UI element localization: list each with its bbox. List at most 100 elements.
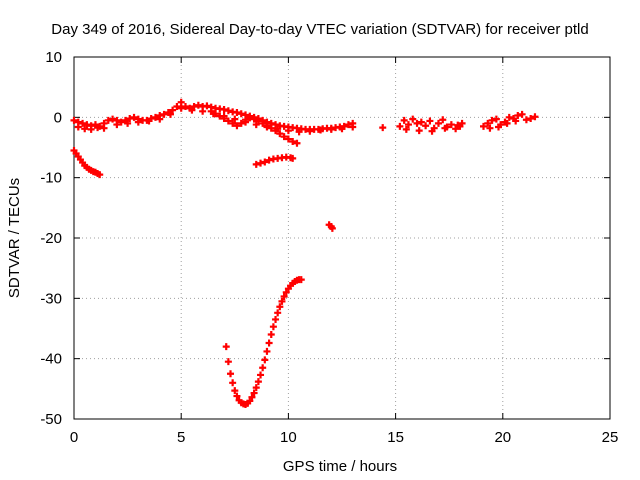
data-point	[484, 119, 492, 127]
data-point	[220, 115, 228, 123]
data-point	[134, 118, 142, 126]
data-point	[267, 124, 275, 132]
data-point	[263, 122, 271, 130]
data-series	[207, 107, 301, 147]
data-point	[280, 133, 288, 141]
data-point	[222, 343, 230, 351]
data-point	[492, 115, 500, 123]
data-point	[426, 117, 434, 125]
data-point	[233, 109, 241, 117]
data-point	[415, 127, 423, 135]
data-point	[252, 384, 260, 392]
data-point	[224, 117, 232, 125]
data-point	[495, 123, 503, 131]
data-point	[328, 224, 336, 232]
data-point	[441, 124, 449, 132]
data-point	[100, 124, 108, 132]
data-point	[428, 127, 436, 135]
data-point	[246, 397, 254, 405]
y-tick-label: 0	[54, 109, 62, 126]
data-point	[447, 121, 455, 129]
data-point	[194, 101, 202, 109]
data-point	[280, 293, 288, 301]
data-point	[265, 156, 273, 164]
data-point	[96, 171, 104, 179]
data-point	[257, 159, 265, 167]
data-point	[188, 106, 196, 114]
data-point	[252, 160, 260, 168]
data-series	[74, 104, 357, 136]
data-point	[522, 116, 530, 124]
y-tick-label: -40	[40, 351, 62, 368]
chart-title: Day 349 of 2016, Sidereal Day-to-day VTE…	[51, 21, 588, 38]
data-point	[396, 122, 404, 130]
data-series	[396, 115, 466, 135]
data-point	[227, 370, 235, 378]
data-point	[117, 118, 125, 126]
data-point	[422, 122, 430, 130]
data-point	[177, 104, 185, 112]
data-point	[254, 117, 262, 125]
data-point	[327, 125, 335, 133]
data-point	[220, 105, 228, 113]
data-point	[289, 137, 297, 145]
grid	[74, 57, 610, 419]
data-point	[248, 393, 256, 401]
data-series	[222, 276, 305, 409]
data-point	[413, 119, 421, 127]
x-tick-label: 5	[177, 429, 185, 446]
data-point	[272, 315, 280, 323]
data-series	[325, 221, 336, 232]
data-point	[113, 121, 121, 129]
data-points	[70, 98, 539, 409]
data-point	[250, 115, 258, 123]
data-point	[156, 115, 164, 123]
data-point	[282, 288, 290, 296]
y-tick-label: -10	[40, 170, 62, 187]
data-point	[284, 135, 292, 143]
data-point	[104, 116, 112, 124]
data-series	[70, 147, 104, 179]
data-point	[130, 113, 138, 121]
data-point	[402, 125, 410, 133]
data-point	[166, 110, 174, 118]
data-point	[527, 115, 535, 123]
data-point	[259, 364, 267, 372]
data-point	[276, 303, 284, 311]
data-point	[233, 392, 241, 400]
data-point	[207, 107, 215, 115]
data-point	[274, 309, 282, 317]
data-point	[237, 110, 245, 118]
data-point	[349, 123, 357, 131]
data-point	[486, 124, 494, 132]
data-point	[278, 297, 286, 305]
data-point	[203, 102, 211, 110]
data-point	[212, 110, 220, 118]
y-tick-label: -30	[40, 290, 62, 307]
data-point	[70, 116, 78, 124]
data-point	[246, 114, 254, 122]
data-point	[514, 112, 522, 120]
data-point	[400, 116, 408, 124]
data-point	[272, 127, 280, 135]
data-point	[124, 119, 132, 127]
data-point	[237, 119, 245, 127]
data-point	[531, 113, 539, 121]
data-point	[263, 347, 271, 355]
data-point	[224, 358, 232, 366]
data-point	[295, 128, 303, 136]
x-axis-label: GPS time / hours	[283, 458, 397, 475]
data-point	[250, 389, 258, 397]
data-point	[74, 123, 82, 131]
y-tick-label: 10	[45, 49, 62, 66]
data-point	[297, 276, 305, 284]
data-series	[480, 110, 539, 132]
data-series	[379, 124, 387, 132]
data-point	[503, 119, 511, 127]
x-tick-label: 25	[602, 429, 619, 446]
data-point	[454, 121, 462, 129]
data-point	[259, 119, 267, 127]
data-point	[79, 119, 87, 127]
data-point	[181, 102, 189, 110]
data-point	[344, 121, 352, 129]
